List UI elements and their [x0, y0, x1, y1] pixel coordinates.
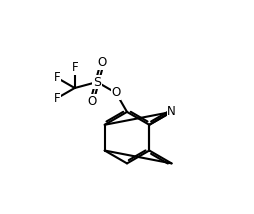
Text: S: S	[93, 76, 101, 89]
Text: N: N	[167, 106, 176, 118]
Text: O: O	[98, 56, 107, 69]
Text: F: F	[71, 61, 78, 74]
Text: F: F	[54, 71, 61, 85]
Text: O: O	[112, 86, 121, 100]
Text: O: O	[87, 95, 97, 108]
Text: F: F	[54, 92, 61, 105]
